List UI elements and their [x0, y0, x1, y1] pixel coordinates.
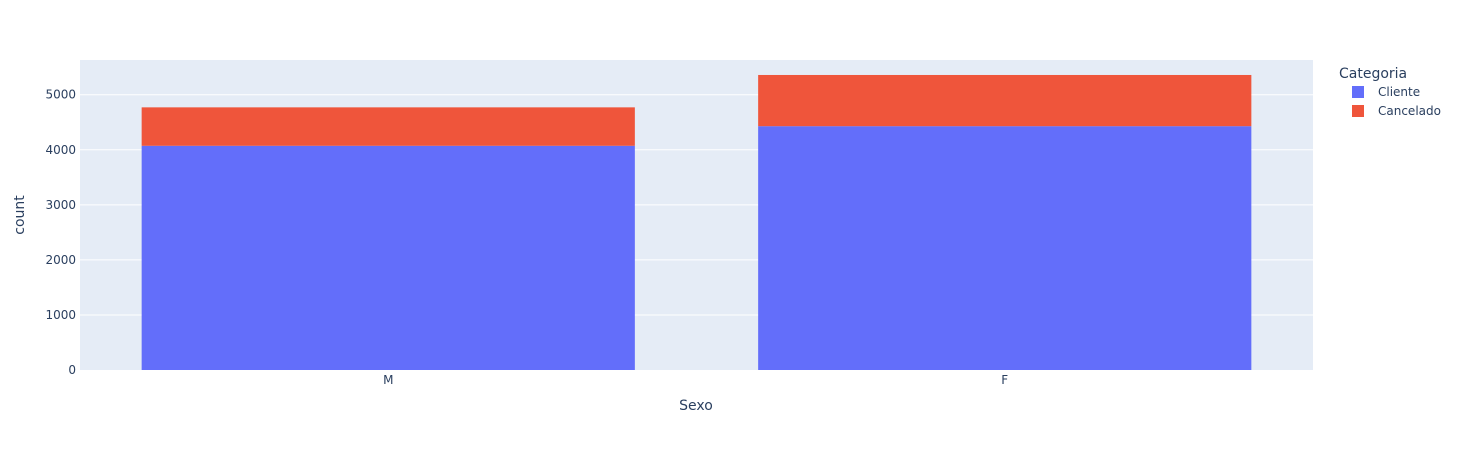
y-tick-label: 1000	[45, 308, 76, 322]
legend-swatch[interactable]	[1352, 105, 1364, 117]
y-tick-label: 2000	[45, 253, 76, 267]
legend[interactable]: Categoria Cliente Cancelado	[1339, 66, 1441, 118]
legend-label[interactable]: Cancelado	[1378, 104, 1441, 118]
bar-cancelado-m[interactable]	[141, 107, 635, 146]
y-tick-label: 4000	[45, 143, 76, 157]
y-tick-labels: 0 1000 2000 3000 4000 5000	[45, 88, 76, 377]
x-axis-title: Sexo	[679, 398, 713, 414]
bar-cancelado-f[interactable]	[758, 74, 1252, 127]
y-axis-title: count	[12, 195, 28, 235]
legend-label[interactable]: Cliente	[1378, 85, 1420, 99]
bars	[141, 74, 1252, 370]
x-tick-label: F	[1001, 373, 1008, 387]
legend-title: Categoria	[1339, 66, 1407, 82]
bar-cliente-f[interactable]	[758, 126, 1252, 370]
x-tick-label: M	[383, 373, 393, 387]
legend-swatch[interactable]	[1352, 86, 1364, 98]
y-tick-label: 0	[68, 363, 76, 377]
bar-cliente-m[interactable]	[141, 145, 635, 370]
y-tick-label: 3000	[45, 198, 76, 212]
y-tick-label: 5000	[45, 88, 76, 102]
